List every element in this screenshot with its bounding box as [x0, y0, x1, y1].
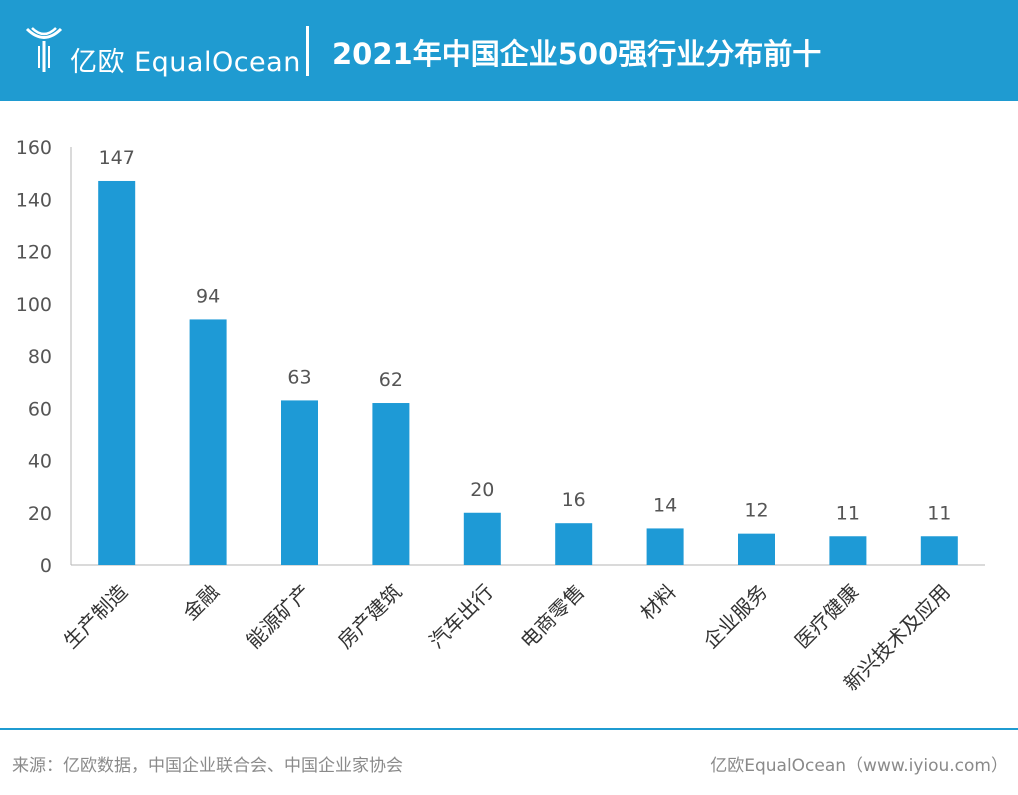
- bar-value-label: 94: [196, 285, 220, 307]
- bar-value-label: 147: [99, 147, 135, 169]
- source-note: 来源：亿欧数据，中国企业联合会、中国企业家协会: [12, 756, 403, 776]
- bar: [463, 512, 501, 565]
- bar: [646, 528, 684, 565]
- y-tick-label: 160: [16, 137, 52, 159]
- y-tick-label: 140: [16, 189, 52, 211]
- bar: [920, 536, 958, 565]
- header-banner: 亿欧 EqualOcean 2021年中国企业500强行业分布前十: [0, 0, 1018, 101]
- equalocean-logo-icon: [25, 27, 63, 72]
- bar-value-label: 16: [562, 489, 586, 511]
- bar: [738, 533, 775, 565]
- brand-logo-text: 亿欧 EqualOcean: [70, 47, 301, 78]
- bar-value-label: 63: [287, 366, 311, 388]
- bar-value-label: 11: [836, 502, 860, 524]
- bar-value-label: 14: [653, 494, 677, 516]
- bar: [555, 523, 593, 565]
- y-tick-label: 0: [40, 555, 52, 577]
- bar-value-label: 62: [379, 369, 403, 391]
- y-tick-label: 120: [16, 242, 52, 264]
- category-label: 金融: [178, 580, 223, 625]
- bar: [189, 319, 227, 565]
- category-label: 生产制造: [59, 580, 133, 654]
- category-label: 医疗健康: [790, 580, 864, 654]
- category-label: 能源矿产: [241, 580, 315, 654]
- header-divider: [306, 26, 309, 76]
- bar: [281, 400, 318, 565]
- category-label: 材料: [635, 580, 680, 625]
- y-tick-label: 100: [16, 294, 52, 316]
- bar: [98, 180, 136, 565]
- y-tick-label: 20: [28, 503, 52, 525]
- value-labels: 147 94 63 62 20 16 14 12 11 11: [99, 147, 952, 524]
- footer-brand: 亿欧EqualOcean（www.iyiou.com）: [710, 756, 1008, 776]
- y-tick-label: 40: [28, 451, 52, 473]
- bar: [372, 403, 410, 565]
- category-label: 汽车出行: [424, 580, 498, 654]
- bar-value-label: 20: [470, 479, 494, 501]
- category-label: 企业服务: [698, 580, 772, 654]
- bars: [98, 180, 958, 565]
- y-tick-label: 80: [28, 346, 52, 368]
- y-axis: 0 20 40 60 80 100 120 140 160: [16, 137, 985, 577]
- category-label: 房产建筑: [333, 580, 407, 654]
- bar-value-label: 12: [744, 500, 768, 522]
- page-title: 2021年中国企业500强行业分布前十: [332, 37, 822, 71]
- bar: [829, 536, 867, 565]
- category-label: 电商零售: [516, 580, 590, 654]
- footer-divider: [0, 728, 1018, 730]
- bar-value-label: 11: [927, 502, 951, 524]
- y-tick-label: 60: [28, 398, 52, 420]
